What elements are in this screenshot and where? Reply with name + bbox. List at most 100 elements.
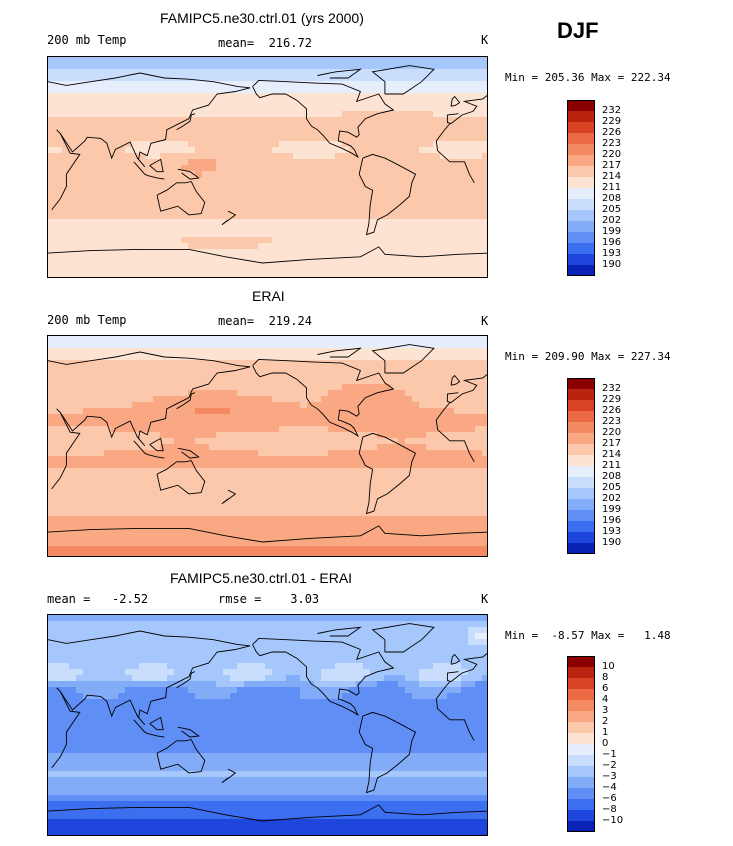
coastline [149, 437, 164, 452]
coastline [317, 347, 363, 358]
coastline [221, 489, 237, 505]
coastline [59, 645, 251, 726]
coastline [176, 671, 196, 689]
coastline [358, 711, 417, 794]
coastline [435, 681, 475, 742]
coastline [252, 637, 395, 717]
coastline [59, 366, 251, 447]
coastline [156, 739, 206, 774]
coastline [48, 72, 251, 89]
colorbar-tick-label: 229 [602, 116, 622, 127]
colorbar-tick-label: 220 [602, 427, 622, 438]
coastline [446, 95, 487, 125]
colorbar-tick-label: 208 [602, 471, 622, 482]
coastline [435, 402, 475, 463]
colorbar-tick-label: 2 [602, 716, 609, 727]
panel-2-mean-label: mean= 219.24 [218, 314, 312, 328]
colorbar-tick-label: 205 [602, 204, 622, 215]
coastline [176, 113, 196, 131]
colorbar-tick-label: 208 [602, 193, 622, 204]
colorbar-tick-label: 211 [602, 460, 622, 471]
coastline [156, 181, 206, 216]
map-field [48, 615, 487, 835]
panel-3-units-label: K [481, 592, 489, 606]
panel-3-title: FAMIPC5.ne30.ctrl.01 - ERAI [170, 570, 353, 586]
season-label: DJF [557, 18, 599, 43]
coastline [446, 374, 487, 404]
panel-1-variable-label: 200 mb Temp [47, 33, 127, 47]
colorbar-tick-label: 223 [602, 138, 622, 149]
coastline [252, 79, 395, 159]
colorbar-frame [567, 378, 595, 554]
colorbar-tick-label: 202 [602, 215, 622, 226]
coastline [48, 351, 251, 368]
coastline [450, 95, 461, 107]
colorbar-tick-label: 193 [602, 526, 622, 537]
coastline [177, 447, 200, 459]
coastline [371, 623, 435, 653]
panel-1-units-label: K [481, 33, 489, 47]
colorbar-tick-label: 217 [602, 160, 622, 171]
colorbar-tick-label: 232 [602, 105, 622, 116]
colorbar-tick-label: 10 [602, 661, 615, 672]
coastline [450, 374, 461, 386]
contour-fill [48, 57, 487, 277]
coastline [156, 460, 206, 495]
colorbar-frame [567, 100, 595, 276]
coastline [317, 68, 363, 79]
contour-fill [48, 336, 487, 556]
colorbar-tick-label: 223 [602, 416, 622, 427]
coastline [133, 161, 165, 180]
map-field [48, 57, 487, 277]
colorbar-tick-label: −4 [602, 782, 617, 793]
panel-2-map [47, 335, 488, 557]
colorbar-tick-label: 4 [602, 694, 609, 705]
colorbar-tick-label: 226 [602, 127, 622, 138]
colorbar-tick-label: 214 [602, 449, 622, 460]
colorbar-tick-label: 193 [602, 248, 622, 259]
coastline [371, 344, 435, 374]
colorbar-tick-label: 0 [602, 738, 609, 749]
colorbar-frame [567, 656, 595, 832]
coastline [450, 653, 461, 665]
contour-fill [48, 615, 487, 835]
colorbar-tick-label: 8 [602, 672, 609, 683]
coastline [221, 768, 237, 784]
panel-1-mean-label: mean= 216.72 [218, 36, 312, 50]
colorbar-tick-label: −10 [602, 815, 624, 826]
coastline [371, 65, 435, 95]
coastline [252, 358, 395, 438]
colorbar-tick-label: 232 [602, 383, 622, 394]
colorbar-tick-label: −6 [602, 793, 617, 804]
coastlines [48, 623, 487, 822]
coastline [435, 123, 475, 184]
colorbar-tick-label: 226 [602, 405, 622, 416]
coastline [133, 719, 165, 738]
map-field [48, 336, 487, 556]
coastline [48, 630, 251, 647]
panel-3-rmse-label: rmse = 3.03 [218, 592, 320, 606]
colorbar-tick-label: 190 [602, 537, 622, 548]
colorbar-tick-label: 6 [602, 683, 609, 694]
colorbar-tick-label: 199 [602, 226, 622, 237]
panel-2-minmax: Min = 209.90 Max = 227.34 [505, 350, 671, 363]
coastline [48, 246, 487, 264]
colorbar-tick-label: 3 [602, 705, 609, 716]
coastlines [48, 344, 487, 543]
coastline [177, 168, 200, 180]
colorbar-tick-label: 202 [602, 493, 622, 504]
coastline [59, 87, 251, 168]
colorbar-tick-label: 220 [602, 149, 622, 160]
panel-2-units-label: K [481, 314, 489, 328]
panel-3-minmax: Min = -8.57 Max = 1.48 [505, 629, 671, 642]
colorbar-tick-label: 199 [602, 504, 622, 515]
coastline [358, 153, 417, 236]
coastline [48, 804, 487, 822]
coastline [133, 440, 165, 459]
colorbar-tick-label: 190 [602, 259, 622, 270]
panel-2-title: ERAI [252, 288, 285, 304]
colorbar-tick-label: 211 [602, 182, 622, 193]
coastlines [48, 65, 487, 264]
panel-1-minmax: Min = 205.36 Max = 222.34 [505, 71, 671, 84]
coastline [221, 210, 237, 226]
